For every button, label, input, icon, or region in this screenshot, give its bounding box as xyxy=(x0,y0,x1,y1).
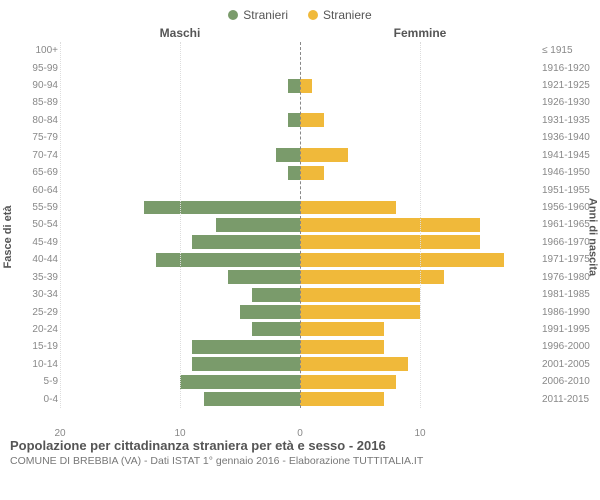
year-tick: 1986-1990 xyxy=(542,307,596,318)
chart-area: Fasce di età Anni di nascita 100+95-9990… xyxy=(0,42,600,432)
female-bar xyxy=(300,340,384,354)
x-tick: 10 xyxy=(174,428,185,439)
plot-area xyxy=(60,42,540,432)
x-tick: 20 xyxy=(54,428,65,439)
year-tick: 1931-1935 xyxy=(542,115,596,126)
male-bar xyxy=(192,235,300,249)
male-bar xyxy=(156,253,300,267)
female-bar xyxy=(300,235,480,249)
year-tick: 1916-1920 xyxy=(542,63,596,74)
chart-subtitle: COMUNE DI BREBBIA (VA) - Dati ISTAT 1° g… xyxy=(10,455,590,467)
year-tick: ≤ 1915 xyxy=(542,45,596,56)
age-tick: 85-89 xyxy=(30,97,58,108)
year-tick: 1991-1995 xyxy=(542,324,596,335)
male-bar xyxy=(192,357,300,371)
header-male: Maschi xyxy=(60,26,300,40)
age-band-ticks: 100+ 95-99 90-94 85-89 80-84 75-79 70-74 65-69 6… xyxy=(30,42,58,408)
female-bar xyxy=(300,357,408,371)
year-tick: 2001-2005 xyxy=(542,359,596,370)
female-bar xyxy=(300,201,396,215)
male-bar xyxy=(252,288,300,302)
x-tick: 0 xyxy=(297,428,303,439)
age-tick: 15-19 xyxy=(30,341,58,352)
swatch-female-icon xyxy=(308,10,318,20)
age-tick: 90-94 xyxy=(30,80,58,91)
age-tick: 30-34 xyxy=(30,289,58,300)
male-bar xyxy=(240,305,300,319)
male-bar xyxy=(180,375,300,389)
year-tick: 1976-1980 xyxy=(542,272,596,283)
age-tick: 65-69 xyxy=(30,167,58,178)
female-bar xyxy=(300,305,420,319)
male-bar xyxy=(192,340,300,354)
age-tick: 60-64 xyxy=(30,185,58,196)
female-bar xyxy=(300,392,384,406)
age-tick: 75-79 xyxy=(30,132,58,143)
female-bar xyxy=(300,148,348,162)
male-bar xyxy=(288,166,300,180)
female-bar xyxy=(300,322,384,336)
grid-line xyxy=(60,42,61,408)
year-tick: 1956-1960 xyxy=(542,202,596,213)
year-tick: 1921-1925 xyxy=(542,80,596,91)
year-tick: 1941-1945 xyxy=(542,150,596,161)
age-tick: 35-39 xyxy=(30,272,58,283)
age-tick: 40-44 xyxy=(30,254,58,265)
age-tick: 5-9 xyxy=(30,376,58,387)
birth-year-ticks: ≤ 1915 1916-1920 1921-1925 1926-1930 1931-19… xyxy=(542,42,596,408)
year-tick: 2006-2010 xyxy=(542,376,596,387)
legend: Stranieri Straniere xyxy=(0,0,600,26)
legend-female-label: Straniere xyxy=(323,8,372,22)
age-tick: 45-49 xyxy=(30,237,58,248)
grid-line xyxy=(420,42,421,408)
female-bar xyxy=(300,288,420,302)
year-tick: 1936-1940 xyxy=(542,132,596,143)
female-bar xyxy=(300,375,396,389)
year-tick: 1961-1965 xyxy=(542,219,596,230)
male-bar xyxy=(276,148,300,162)
female-bar xyxy=(300,218,480,232)
male-bar xyxy=(252,322,300,336)
swatch-male-icon xyxy=(228,10,238,20)
age-tick: 70-74 xyxy=(30,150,58,161)
year-tick: 1996-2000 xyxy=(542,341,596,352)
female-bar xyxy=(300,79,312,93)
age-tick: 80-84 xyxy=(30,115,58,126)
year-tick: 1981-1985 xyxy=(542,289,596,300)
age-tick: 100+ xyxy=(30,45,58,56)
year-tick: 2011-2015 xyxy=(542,394,596,405)
male-bar xyxy=(228,270,300,284)
year-tick: 1946-1950 xyxy=(542,167,596,178)
year-tick: 1971-1975 xyxy=(542,254,596,265)
header-female: Femmine xyxy=(300,26,540,40)
x-tick: 10 xyxy=(414,428,425,439)
female-bar xyxy=(300,166,324,180)
age-tick: 55-59 xyxy=(30,202,58,213)
female-bar xyxy=(300,253,504,267)
year-tick: 1926-1930 xyxy=(542,97,596,108)
female-bar xyxy=(300,113,324,127)
male-bar xyxy=(288,113,300,127)
year-tick: 1951-1955 xyxy=(542,185,596,196)
legend-male-label: Stranieri xyxy=(243,8,288,22)
legend-male: Stranieri xyxy=(228,8,288,22)
y-left-axis-label: Fasce di età xyxy=(2,206,14,269)
column-headers: Maschi Femmine xyxy=(0,26,600,42)
age-tick: 95-99 xyxy=(30,63,58,74)
chart-title: Popolazione per cittadinanza straniera p… xyxy=(10,438,590,453)
male-bar xyxy=(216,218,300,232)
grid-line xyxy=(180,42,181,408)
age-tick: 50-54 xyxy=(30,219,58,230)
male-bar xyxy=(288,79,300,93)
female-bar xyxy=(300,270,444,284)
year-tick: 1966-1970 xyxy=(542,237,596,248)
male-bar xyxy=(144,201,300,215)
age-tick: 25-29 xyxy=(30,307,58,318)
age-tick: 20-24 xyxy=(30,324,58,335)
age-tick: 0-4 xyxy=(30,394,58,405)
age-tick: 10-14 xyxy=(30,359,58,370)
legend-female: Straniere xyxy=(308,8,372,22)
center-axis-line xyxy=(300,42,301,408)
male-bar xyxy=(204,392,300,406)
